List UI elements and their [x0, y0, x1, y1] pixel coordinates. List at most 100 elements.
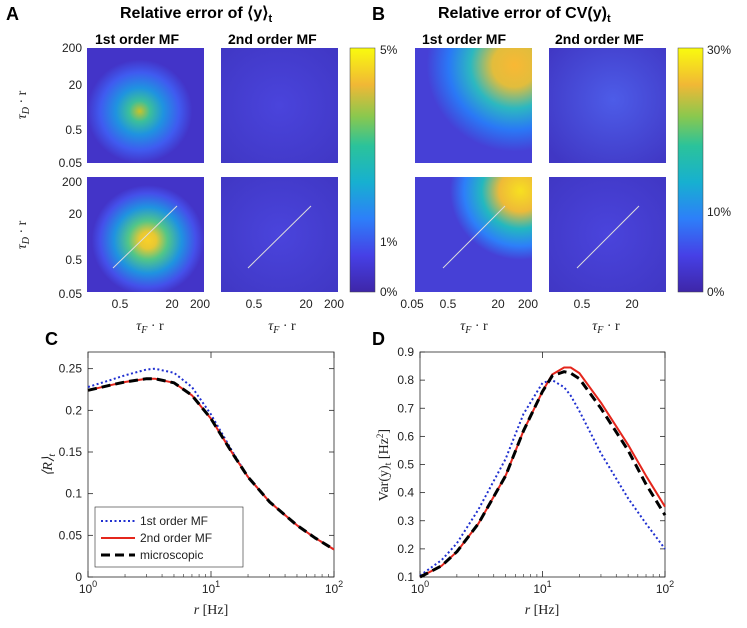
diagonal-line-a1: [112, 205, 178, 269]
heatmap-xlabel-a1-sub: F: [140, 325, 148, 336]
ylabel-d-unit: [Hz: [377, 438, 392, 463]
colorbar-a-tick-max: 5%: [380, 43, 398, 57]
legend-label: 1st order MF: [140, 514, 208, 528]
heatmap-xlabel-b2-tail: · r: [603, 319, 620, 334]
colorbar-b-tick-min: 0%: [707, 285, 725, 299]
ylabel-d-group: Var(y)t [Hz2]: [375, 429, 394, 501]
heatmap-xtick-b2-20: 20: [625, 297, 639, 311]
heatmap-ylabel-bottom-sub: D: [21, 236, 32, 245]
colorbar-b-tick-max: 30%: [707, 43, 731, 57]
title-a-math: ⟨y⟩: [247, 5, 268, 22]
heatmap-ylabel-bottom-tail: · r: [15, 220, 30, 237]
ytick-label: 0.4: [397, 486, 414, 500]
subtitle-b2: 2nd order MF: [555, 31, 644, 47]
heatmap-ylabel-top-tau: τ: [15, 113, 30, 119]
ylabel-d-sub: t: [383, 462, 394, 465]
heatmap-xlabel-b1: τF · r: [460, 319, 488, 336]
title-a: Relative error of ⟨y⟩t: [120, 5, 273, 25]
title-b-sub: t: [607, 13, 611, 25]
heatmap-ylabel-top-tail: · r: [15, 90, 30, 107]
heatmap-ytick-top-0.5: 0.5: [65, 123, 82, 137]
subtitle-a1: 1st order MF: [95, 31, 179, 47]
heatmap-ylabel-top: τD · r: [15, 90, 32, 119]
colorbar-a: [349, 47, 376, 293]
xtick-base: 10: [325, 582, 339, 596]
xlabel-c: r [Hz]: [194, 603, 229, 618]
ytick-label: 0: [75, 570, 82, 584]
colorbar-a-tick-min: 0%: [380, 285, 398, 299]
panel-letter-d: D: [372, 329, 385, 349]
series-d-microscopic: [419, 370, 667, 579]
ylabel-c: ⟨R⟩t: [41, 454, 58, 476]
plot-frame-d: [419, 351, 666, 578]
heatmap-xtick-a2-200: 200: [324, 297, 344, 311]
title-a-prefix: Relative error of: [120, 5, 247, 22]
xtick-exponent: 2: [338, 579, 343, 589]
heatmap-xlabel-b2: τF · r: [592, 319, 620, 336]
ytick-label: 0.3: [397, 514, 414, 528]
heatmap-xlabel-a2-tau: τ: [268, 319, 274, 334]
xtick-label: 101: [202, 579, 220, 596]
ylabel-d-close: ]: [377, 429, 392, 434]
heatmap-b-2nd-bottom: [549, 177, 666, 292]
xtick-label: 100: [79, 579, 97, 596]
ytick-label: 0.2: [65, 403, 82, 417]
heatmap-ytick-bottom-20: 20: [69, 207, 83, 221]
ytick-label: 0.8: [397, 373, 414, 387]
panel-letter-a: A: [6, 4, 19, 24]
heatmap-xlabel-a2-tail: · r: [279, 319, 296, 334]
heatmap-xtick-b1-200: 200: [518, 297, 538, 311]
ytick-label: 0.6: [397, 429, 414, 443]
heatmap-ytick-bottom-0.5: 0.5: [65, 253, 82, 267]
heatmap-xlabel-a1-tau: τ: [136, 319, 142, 334]
heatmap-ylabel-top-sub: D: [21, 106, 32, 115]
heatmap-b-2nd-top: [549, 48, 666, 163]
xtick-label: 101: [533, 579, 551, 596]
heatmap-xlabel-b1-sub: F: [464, 325, 472, 336]
xtick-exponent: 0: [424, 579, 429, 589]
subtitle-b1: 1st order MF: [422, 31, 506, 47]
heatmap-xlabel-a1: τF · r: [136, 319, 164, 336]
heatmap-xtick-b1-20: 20: [491, 297, 505, 311]
ytick-label: 0.7: [397, 401, 414, 415]
series-c-microscopic: [87, 377, 335, 551]
heatmap-xlabel-b2-tau: τ: [592, 319, 598, 334]
panel-letter-c: C: [45, 329, 58, 349]
heatmap-ylabel-bottom: τD · r: [15, 220, 32, 249]
xtick-base: 10: [533, 582, 547, 596]
heatmap-xlabel-b2-sub: F: [596, 325, 604, 336]
heatmap-xtick-b1-0.5: 0.5: [440, 297, 457, 311]
ytick-label: 0.25: [59, 362, 83, 376]
xtick-base: 10: [202, 582, 216, 596]
heatmap-ylabel-bottom-text: τD · r: [15, 220, 32, 249]
heatmap-ytick-top-0.05: 0.05: [59, 156, 83, 170]
xtick-base: 10: [79, 582, 93, 596]
heatmap-ytick-bottom-200: 200: [62, 175, 82, 189]
xtick-exponent: 1: [215, 579, 220, 589]
ytick-label: 0.05: [59, 528, 83, 542]
heatmap-xlabel-a1-tail: · r: [147, 319, 164, 334]
heatmap-xtick-a1-200: 200: [190, 297, 210, 311]
ytick-label: 0.9: [397, 345, 414, 359]
xtick-base: 10: [411, 582, 425, 596]
heatmap-xlabel-a2-sub: F: [272, 325, 280, 336]
panel-letter-b: B: [372, 4, 385, 24]
xlabel-d-var: r: [525, 603, 531, 618]
heatmap-b-1st-top: [415, 48, 532, 163]
heatmap-xlabel-b1-tau: τ: [460, 319, 466, 334]
xtick-label: 102: [325, 579, 343, 596]
heatmap-ytick-top-200: 200: [62, 41, 82, 55]
ytick-label: 0.1: [65, 487, 82, 501]
ytick-label: 0.15: [59, 445, 83, 459]
ylabel-d-exp: 2: [375, 434, 385, 439]
heatmap-ylabel-top-text: τD · r: [15, 90, 32, 119]
xtick-label: 100: [411, 579, 429, 596]
subtitle-a2: 2nd order MF: [228, 31, 317, 47]
xlabel-c-var: r: [194, 603, 200, 618]
xtick-exponent: 1: [547, 579, 552, 589]
xtick-base: 10: [656, 582, 670, 596]
xtick-exponent: 2: [669, 579, 674, 589]
